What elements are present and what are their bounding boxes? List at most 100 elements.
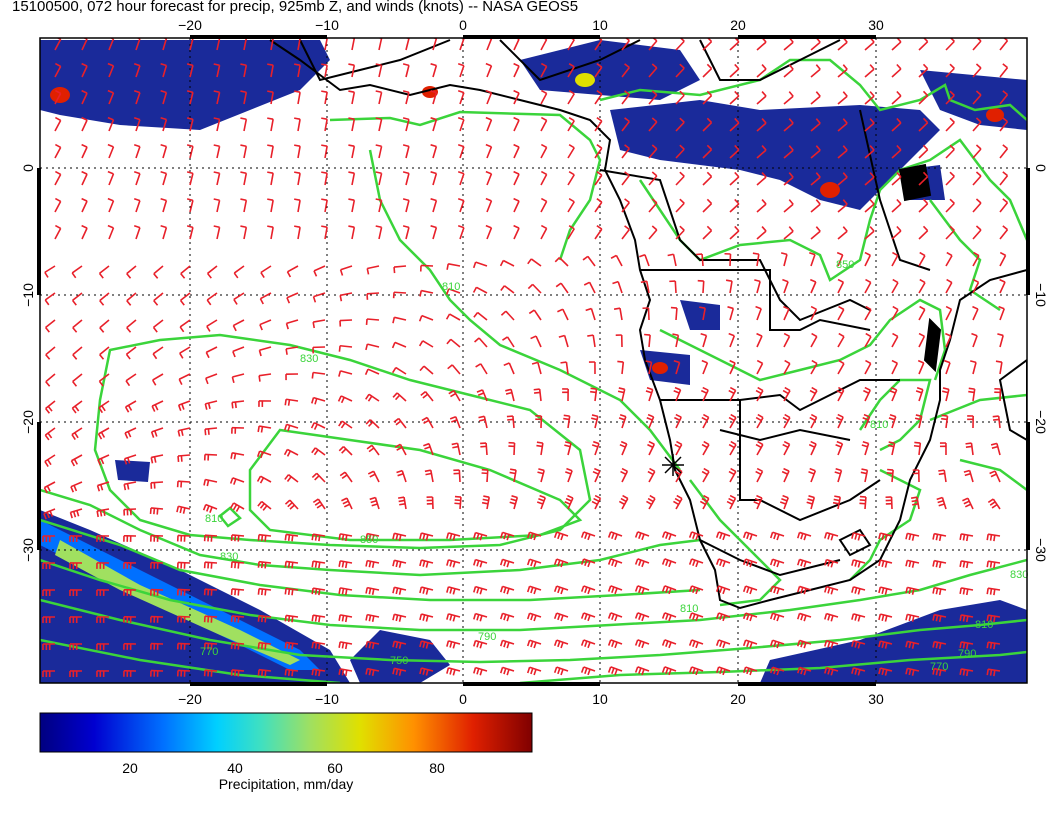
wind-barb <box>756 199 767 213</box>
wind-barb <box>891 171 902 186</box>
wind-barb <box>968 387 976 402</box>
wind-barb <box>365 640 380 649</box>
wind-barb <box>810 118 821 132</box>
wind-barb <box>779 494 789 510</box>
wind-barb <box>945 305 953 321</box>
wind-barb <box>835 440 844 456</box>
wind-barb <box>806 495 816 510</box>
wind-barb <box>837 118 848 132</box>
wind-barb <box>42 643 56 650</box>
wind-barb <box>284 614 299 623</box>
wind-barb <box>782 413 791 429</box>
wind-barb <box>824 639 839 649</box>
wind-barb <box>257 560 272 569</box>
wind-barb <box>397 496 407 510</box>
wind-barb <box>809 278 817 294</box>
wind-barb <box>160 198 168 213</box>
wind-barb <box>54 197 62 213</box>
precip-core <box>986 108 1004 122</box>
wind-barb <box>607 531 623 541</box>
wind-barb <box>701 359 709 375</box>
wind-barb <box>123 561 137 569</box>
wind-barb <box>715 585 731 595</box>
lake <box>923 317 942 373</box>
wind-barb <box>123 534 137 542</box>
wind-barb <box>338 641 353 650</box>
wind-barb <box>42 562 56 569</box>
frame-bar <box>1026 422 1030 550</box>
wind-barb <box>419 667 434 676</box>
wind-barb <box>702 144 713 159</box>
wind-barb <box>98 265 110 279</box>
wind-barb <box>661 639 677 649</box>
wind-barb <box>402 225 410 240</box>
wind-barb <box>206 319 218 332</box>
wind-barb <box>585 307 596 321</box>
wind-barb <box>670 306 678 321</box>
wind-barb <box>769 612 785 622</box>
wind-barb <box>540 197 548 213</box>
precip-area <box>610 100 940 210</box>
wind-barb <box>260 265 272 278</box>
wind-barb <box>891 251 899 267</box>
lat-tick-label: −10 <box>1033 283 1049 307</box>
frame-bar <box>463 35 600 39</box>
wind-barb <box>782 440 791 456</box>
wind-barb <box>150 642 164 650</box>
wind-barb <box>588 361 596 375</box>
contour-label: 770 <box>200 646 218 658</box>
wind-barb <box>753 494 763 510</box>
wind-barb <box>885 496 893 510</box>
wind-barb <box>987 498 1001 510</box>
wind-barb <box>944 359 951 375</box>
wind-barb <box>231 426 245 434</box>
wind-barb <box>618 413 627 429</box>
wind-barb <box>71 400 83 414</box>
wind-barb <box>133 197 141 213</box>
wind-barb <box>674 413 682 429</box>
wind-barb <box>972 144 982 159</box>
wind-barb <box>123 481 137 491</box>
wind-barb <box>72 319 83 333</box>
wind-barb <box>186 117 194 132</box>
wind-barb <box>645 386 654 402</box>
wind-barb <box>473 311 488 321</box>
wind-barb <box>905 613 920 622</box>
wind-barb <box>499 259 515 267</box>
wind-barb <box>365 419 380 429</box>
wind-barb <box>913 441 922 456</box>
wind-barb <box>311 447 326 456</box>
wind-barb <box>583 281 596 294</box>
wind-barb <box>152 346 164 360</box>
wind-barb <box>702 117 713 132</box>
wind-barb <box>160 117 168 132</box>
wind-barb <box>430 198 438 213</box>
wind-barb <box>810 172 821 186</box>
wind-barb <box>150 561 164 569</box>
wind-barb <box>367 470 380 483</box>
wind-barb <box>107 143 115 159</box>
wind-barb <box>96 616 110 623</box>
wind-barb <box>938 469 947 483</box>
wind-barb <box>621 171 630 186</box>
wind-barb <box>972 63 982 78</box>
wind-barb <box>756 172 767 186</box>
height-contours <box>40 58 1027 683</box>
wind-barb <box>44 319 56 333</box>
frame-bar <box>738 35 876 39</box>
wind-barb <box>257 668 272 677</box>
wind-barb <box>910 496 920 510</box>
wind-barb <box>945 90 955 105</box>
wind-barb <box>473 585 488 595</box>
wind-barb <box>618 494 629 510</box>
wind-barb <box>675 38 685 51</box>
wind-barb <box>338 533 353 542</box>
wind-barb <box>810 199 821 213</box>
contour-labels: 810 830 850 810 830 810 790 770 750 830 … <box>200 259 1028 673</box>
wind-barb <box>423 442 434 456</box>
wind-barb <box>240 225 248 240</box>
wind-barb <box>834 468 843 483</box>
wind-barb <box>513 170 520 186</box>
wind-barb <box>675 63 685 78</box>
wind-barb <box>445 288 461 295</box>
